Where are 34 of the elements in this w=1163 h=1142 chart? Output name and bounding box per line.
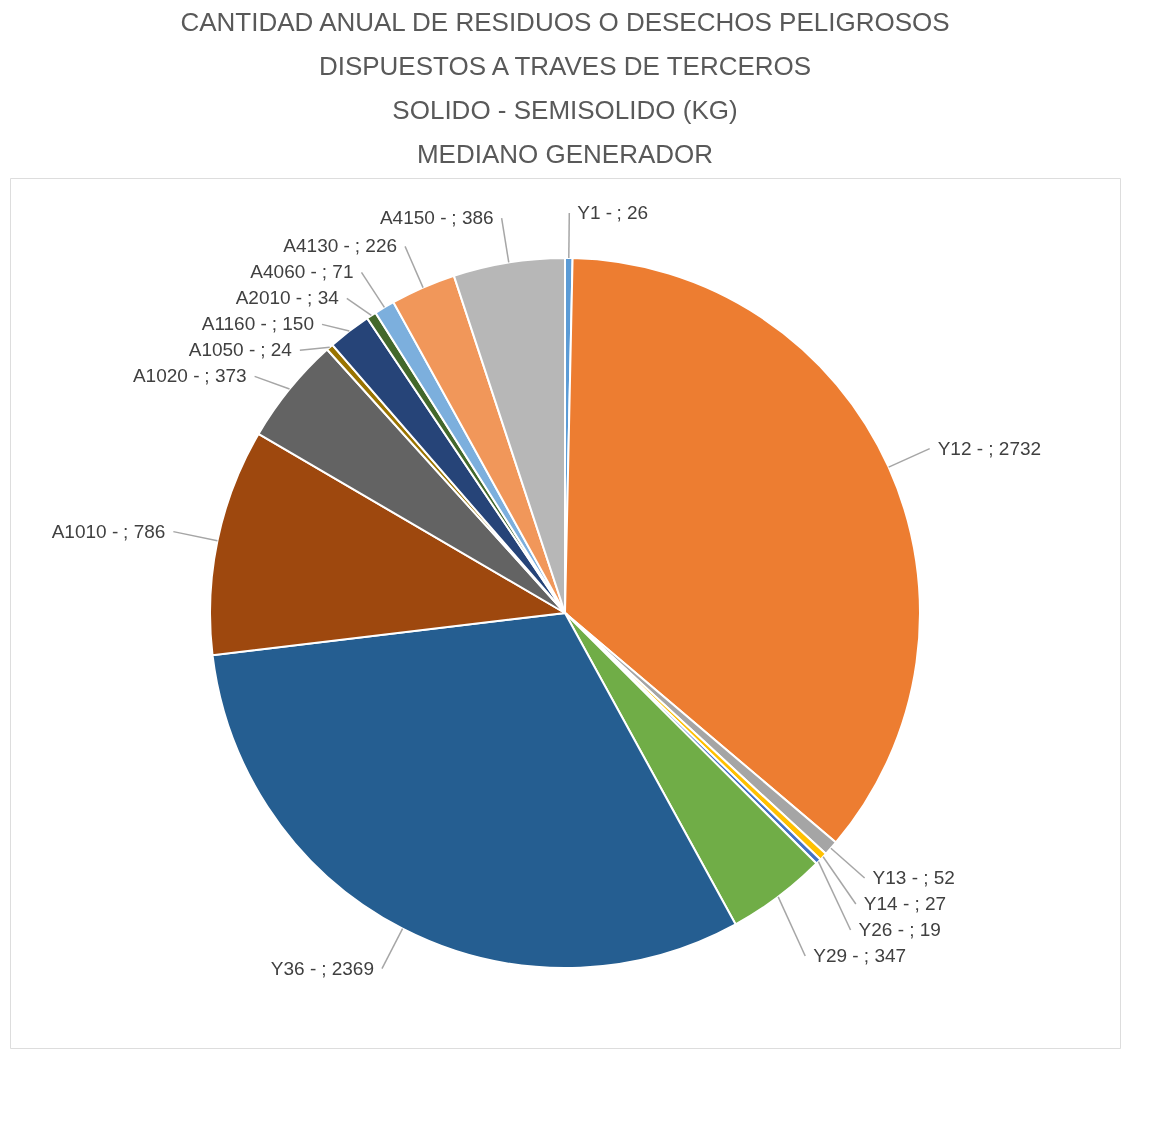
slice-label: Y14 -: [863, 893, 910, 915]
data-label: ; 26: [616, 202, 649, 224]
slice-label: A2010 -: [235, 287, 303, 309]
data-label: ; 226: [354, 235, 398, 257]
data-label: ; 27: [914, 893, 947, 915]
slice-label: Y26 -: [858, 919, 904, 941]
data-label: ; 373: [204, 365, 247, 387]
data-label: ; 2732: [988, 437, 1042, 459]
slice-label: A4130 -: [283, 235, 350, 257]
data-label: ; 347: [863, 945, 907, 967]
data-label: ; 71: [321, 261, 354, 283]
text: MEDIANO GENERADOR: [416, 139, 714, 169]
slice-label: Y12 -: [937, 437, 984, 459]
slice-label: Y13 -: [872, 867, 919, 889]
text: DISPUESTOS A TRAVES DE TERCEROS: [318, 51, 812, 81]
slice-label: Y1 -: [577, 202, 613, 224]
slice-label: Y29 -: [813, 945, 859, 967]
text: SOLIDO - SEMISOLIDO (KG): [392, 95, 738, 125]
slice-label: A1010 -: [51, 520, 119, 542]
slice-label: Y36 -: [270, 957, 317, 979]
data-label: ; 34: [307, 287, 340, 309]
data-label: ; 52: [923, 867, 955, 889]
data-label: ; 786: [123, 520, 166, 542]
data-label: ; 24: [260, 339, 293, 361]
data-label: ; 2369: [321, 957, 374, 979]
data-label: ; 386: [451, 207, 494, 229]
slice-label: A1160 -: [201, 313, 267, 335]
slice-label: A1050 -: [188, 339, 256, 361]
text: CANTIDAD ANUAL DE RESIDUOS O DESECHOS PELIGROSOS: [180, 7, 950, 37]
slice-label: A4060 -: [250, 261, 317, 283]
slice-label: A4150 -: [379, 207, 447, 229]
slice-label: A1020 -: [132, 365, 200, 387]
data-label: ; 19: [909, 919, 941, 941]
data-label: ; 150: [271, 313, 315, 335]
